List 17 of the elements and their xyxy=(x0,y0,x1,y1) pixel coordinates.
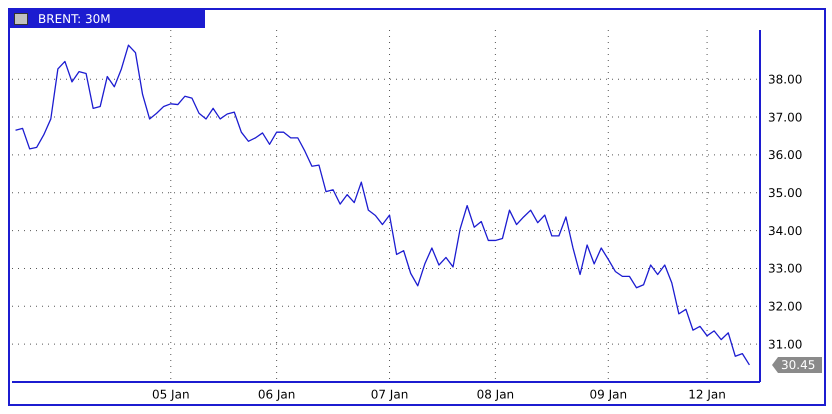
chart-title: BRENT: 30M xyxy=(38,12,111,26)
y-tick-label: 32.00 xyxy=(768,300,802,314)
x-tick-label: 08 Jan xyxy=(476,388,514,402)
text: 30.45 xyxy=(781,358,816,372)
y-tick-label: 36.00 xyxy=(768,148,802,162)
x-tick-label: 05 Jan xyxy=(152,388,190,402)
line-series xyxy=(14,44,750,366)
y-tick-label: 34.00 xyxy=(768,224,802,238)
y-tick-label: 35.00 xyxy=(768,186,802,200)
y-tick-label: 37.00 xyxy=(768,110,802,124)
y-tick-label: 38.00 xyxy=(768,72,802,86)
x-tick-label: 09 Jan xyxy=(589,388,628,402)
x-tick-label: 12 Jan xyxy=(688,388,726,402)
x-tick-label: 07 Jan xyxy=(370,388,408,402)
y-tick-label: 31.00 xyxy=(768,337,802,352)
x-tick-label: 06 Jan xyxy=(258,388,296,402)
y-tick-label: 33.00 xyxy=(768,262,802,276)
